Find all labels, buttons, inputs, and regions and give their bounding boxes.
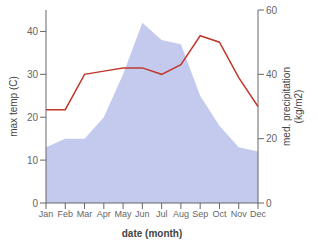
svg-text:Jun: Jun [135,209,150,219]
svg-text:Oct: Oct [212,209,227,219]
svg-text:Feb: Feb [58,209,74,219]
svg-text:20: 20 [27,112,39,123]
svg-text:60: 60 [266,5,278,16]
svg-text:Jul: Jul [156,209,168,219]
svg-text:Nov: Nov [231,209,248,219]
svg-text:20: 20 [266,133,278,144]
svg-text:Jan: Jan [39,209,54,219]
svg-text:0: 0 [266,198,272,209]
svg-text:Aug: Aug [173,209,189,219]
svg-text:40: 40 [27,26,39,37]
svg-text:0: 0 [32,198,38,209]
svg-text:date (month): date (month) [122,228,183,239]
svg-text:med. precipitation(kg/m2): med. precipitation(kg/m2) [281,67,304,146]
svg-text:Mar: Mar [77,209,93,219]
svg-text:10: 10 [27,155,39,166]
svg-text:May: May [115,209,133,219]
svg-text:Sep: Sep [192,209,208,219]
svg-text:30: 30 [27,69,39,80]
svg-text:Apr: Apr [97,209,111,219]
svg-text:Dec: Dec [250,209,267,219]
svg-text:40: 40 [266,69,278,80]
svg-text:max temp (C): max temp (C) [8,76,19,137]
